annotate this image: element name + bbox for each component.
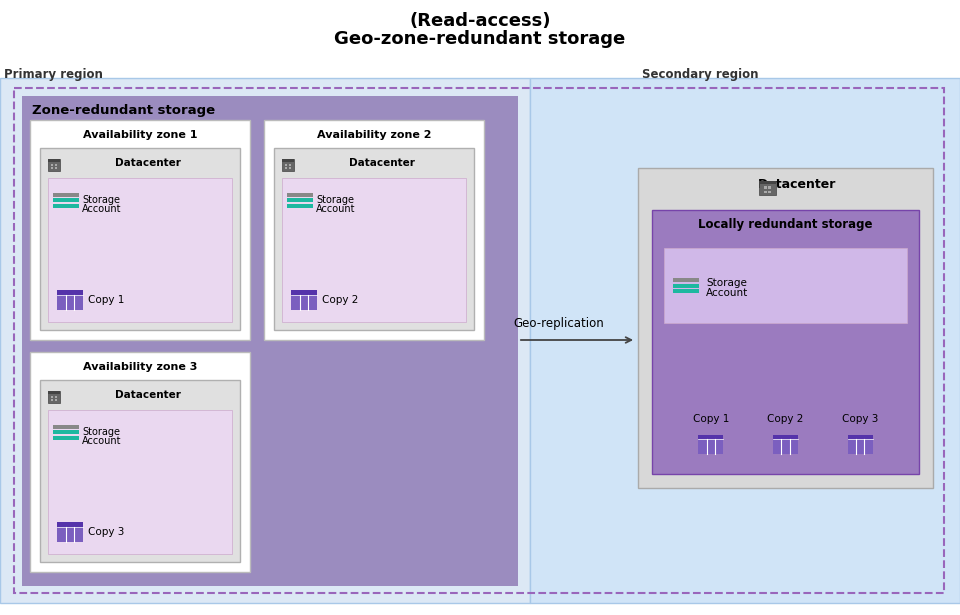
Bar — [291, 295, 317, 310]
Text: Datacenter: Datacenter — [115, 158, 180, 168]
Bar — [768, 186, 771, 189]
Bar — [287, 198, 313, 202]
Bar — [48, 159, 60, 170]
Bar — [530, 78, 960, 603]
Text: Geo-replication: Geo-replication — [513, 317, 604, 330]
Bar — [652, 210, 919, 474]
Text: Geo-zone-redundant storage: Geo-zone-redundant storage — [334, 30, 626, 48]
Bar — [55, 167, 57, 169]
Bar — [281, 159, 295, 170]
Bar — [48, 391, 60, 394]
Bar — [764, 191, 767, 194]
Text: Copy 3: Copy 3 — [842, 414, 878, 424]
Bar — [638, 168, 933, 488]
Text: Account: Account — [706, 287, 748, 298]
Text: Storage: Storage — [316, 195, 354, 205]
Bar — [773, 435, 798, 439]
Text: Copy 1: Copy 1 — [88, 295, 125, 305]
Text: Account: Account — [82, 204, 122, 214]
Bar — [0, 78, 530, 603]
Bar — [287, 192, 313, 197]
Bar — [14, 88, 944, 593]
Text: Copy 2: Copy 2 — [767, 414, 804, 424]
Bar — [30, 120, 250, 340]
Bar — [274, 148, 474, 330]
Text: Copy 1: Copy 1 — [692, 414, 729, 424]
Text: Availability zone 2: Availability zone 2 — [317, 130, 431, 140]
Bar — [40, 380, 240, 562]
Bar — [53, 424, 79, 429]
Text: Account: Account — [82, 436, 122, 446]
Text: Secondary region: Secondary region — [642, 68, 758, 81]
Bar — [673, 284, 699, 287]
Bar — [48, 178, 232, 322]
Bar — [53, 435, 79, 440]
Bar — [51, 395, 54, 398]
Bar — [282, 178, 466, 322]
Bar — [53, 204, 79, 207]
Bar — [848, 439, 873, 453]
Bar — [764, 186, 767, 189]
Text: Datacenter: Datacenter — [349, 158, 415, 168]
Text: Primary region: Primary region — [4, 68, 103, 81]
Bar — [57, 295, 83, 310]
Bar — [759, 181, 776, 184]
Bar — [287, 204, 313, 207]
Bar — [40, 148, 240, 330]
Bar — [57, 522, 83, 527]
Text: Storage: Storage — [82, 427, 120, 437]
Bar — [48, 391, 60, 403]
Text: Availability zone 3: Availability zone 3 — [83, 362, 197, 372]
Bar — [664, 248, 907, 323]
Text: Locally redundant storage: Locally redundant storage — [698, 218, 873, 231]
Bar — [285, 164, 287, 165]
Bar — [53, 192, 79, 197]
Bar — [848, 435, 873, 439]
Bar — [48, 410, 232, 554]
Bar — [55, 395, 57, 398]
Bar — [281, 159, 295, 162]
Bar — [55, 164, 57, 165]
Bar — [673, 289, 699, 293]
Text: Zone-redundant storage: Zone-redundant storage — [32, 104, 215, 117]
Text: Copy 2: Copy 2 — [322, 295, 358, 305]
Bar — [57, 290, 83, 295]
Text: Account: Account — [316, 204, 355, 214]
Bar — [759, 181, 776, 196]
Bar — [698, 435, 723, 439]
Bar — [264, 120, 484, 340]
Bar — [289, 164, 291, 165]
Text: Storage: Storage — [82, 195, 120, 205]
Text: Availability zone 1: Availability zone 1 — [83, 130, 197, 140]
Bar — [51, 167, 54, 169]
Bar — [51, 164, 54, 165]
Bar — [22, 96, 518, 586]
Text: Copy 3: Copy 3 — [88, 527, 125, 537]
Text: Datacenter: Datacenter — [115, 390, 180, 400]
Text: Storage: Storage — [706, 277, 747, 287]
Bar — [673, 278, 699, 282]
Bar — [768, 191, 771, 194]
Text: (Read-access): (Read-access) — [409, 12, 551, 30]
Bar — [48, 159, 60, 162]
Bar — [30, 352, 250, 572]
Bar — [285, 167, 287, 169]
Bar — [57, 527, 83, 542]
Bar — [773, 439, 798, 453]
Text: Datacenter: Datacenter — [758, 178, 837, 191]
Bar — [53, 198, 79, 202]
Bar — [289, 167, 291, 169]
Bar — [291, 290, 317, 295]
Bar — [51, 399, 54, 401]
Bar — [55, 399, 57, 401]
Bar — [53, 430, 79, 434]
Bar — [698, 439, 723, 453]
